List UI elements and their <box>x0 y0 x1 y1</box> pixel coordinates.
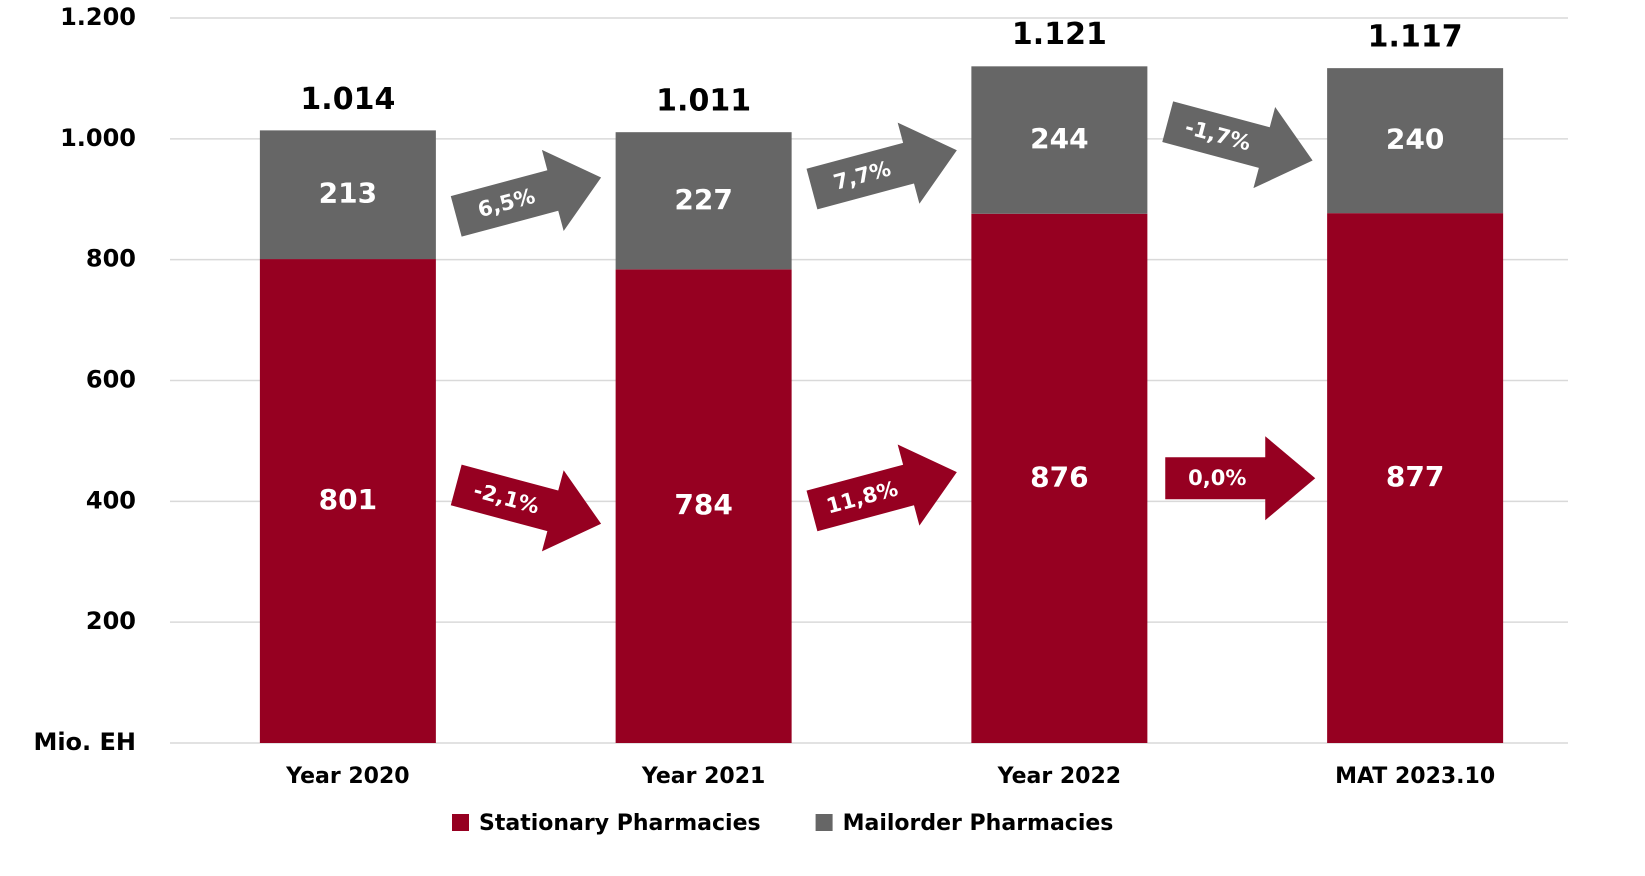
bar-value-label: 801 <box>319 483 377 516</box>
change-arrow: 0,0% <box>1165 436 1316 521</box>
change-arrow: 11,8% <box>806 444 957 532</box>
y-tick-label: 1.000 <box>60 124 136 152</box>
y-tick-label: 200 <box>86 607 136 635</box>
bar-segment <box>259 259 436 743</box>
bar-value-label: 240 <box>1386 123 1444 156</box>
bar-value-label: 227 <box>674 183 732 216</box>
arrow-shape <box>1165 436 1316 521</box>
bar-value-label: 213 <box>319 177 377 210</box>
y-tick-label: 800 <box>86 245 136 273</box>
arrow-shape <box>806 122 957 210</box>
bar-value-label: 244 <box>1030 122 1088 155</box>
bar-segment <box>259 130 436 260</box>
arrow-shape <box>450 149 602 237</box>
bar-segment <box>971 66 1148 214</box>
bar-segment <box>615 132 792 270</box>
change-arrow: 6,5% <box>450 149 602 237</box>
total-label: 1.121 <box>1012 17 1107 52</box>
y-tick-label: 1.200 <box>60 3 136 31</box>
x-tick-label: Year 2020 <box>285 764 409 789</box>
y-tick-label: 600 <box>86 366 136 394</box>
bar-segment <box>1327 213 1504 744</box>
y-tick-label: Mio. EH <box>33 728 136 756</box>
bar-segment <box>1327 68 1504 214</box>
arrow-shape <box>1162 101 1313 189</box>
legend-swatch <box>815 814 833 831</box>
total-label: 1.014 <box>300 82 395 117</box>
change-arrow: -1,7% <box>1162 101 1313 189</box>
x-tick-label: MAT 2023.10 <box>1335 764 1495 789</box>
x-tick-label: Year 2022 <box>997 764 1121 789</box>
x-tick-label: Year 2021 <box>641 764 765 789</box>
legend-label: Mailorder Pharmacies <box>843 811 1114 836</box>
change-label: 0,0% <box>1188 466 1246 490</box>
y-tick-label: 400 <box>86 486 136 514</box>
change-arrow: -2,1% <box>450 464 602 552</box>
legend-label: Stationary Pharmacies <box>479 811 761 836</box>
total-label: 1.117 <box>1368 20 1463 55</box>
arrow-shape <box>806 444 957 532</box>
total-label: 1.011 <box>656 84 751 119</box>
bar-value-label: 877 <box>1386 460 1444 493</box>
arrow-shape <box>450 464 602 552</box>
bar-value-label: 784 <box>674 488 732 521</box>
legend-swatch <box>452 814 469 831</box>
bar-value-label: 876 <box>1030 460 1088 493</box>
bar-segment <box>615 269 792 743</box>
change-arrow: 7,7% <box>806 122 957 210</box>
bar-segment <box>971 213 1148 743</box>
